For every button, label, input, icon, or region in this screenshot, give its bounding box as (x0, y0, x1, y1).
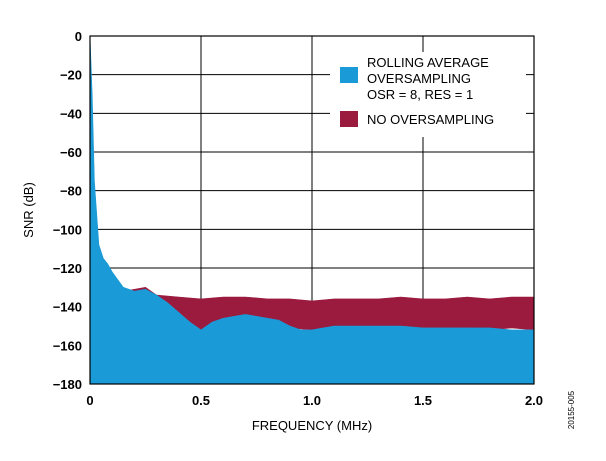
figure-id: 20155-005 (567, 390, 576, 429)
x-tick-label: 1.0 (303, 393, 321, 408)
x-tick-label: 0.5 (192, 393, 210, 408)
x-tick-label: 0 (86, 393, 93, 408)
x-tick-labels: 0 0.5 1.0 1.5 2.0 (86, 393, 543, 408)
y-tick-label: 0 (75, 29, 82, 44)
legend-swatch (340, 67, 358, 83)
y-tick-label: −40 (60, 106, 82, 121)
y-tick-label: −160 (53, 338, 82, 353)
series-rolling-average (89, 35, 535, 385)
y-tick-label: −180 (53, 377, 82, 392)
y-tick-label: −60 (60, 145, 82, 160)
y-axis-label: SNR (dB) (21, 182, 36, 238)
x-tick-label: 1.5 (414, 393, 432, 408)
plot-frame (89, 35, 535, 385)
y-tick-label: −120 (53, 261, 82, 276)
legend-swatch (340, 111, 358, 127)
series-layer (89, 35, 535, 385)
legend-label: ROLLING AVERAGE (367, 55, 489, 70)
y-tick-label: −100 (53, 222, 82, 237)
x-axis-label: FREQUENCY (MHz) (252, 418, 372, 433)
y-tick-label: −80 (60, 184, 82, 199)
legend-label: OSR = 8, RES = 1 (367, 87, 473, 102)
x-tick-label: 2.0 (525, 393, 543, 408)
y-tick-labels: 0 −20 −40 −60 −80 −100 −120 −140 −160 −180 (53, 29, 82, 392)
legend-label: OVERSAMPLING (367, 71, 471, 86)
y-tick-label: −140 (53, 300, 82, 315)
legend-label: NO OVERSAMPLING (367, 112, 494, 127)
legend-background (330, 52, 526, 137)
y-tick-label: −20 (60, 68, 82, 83)
